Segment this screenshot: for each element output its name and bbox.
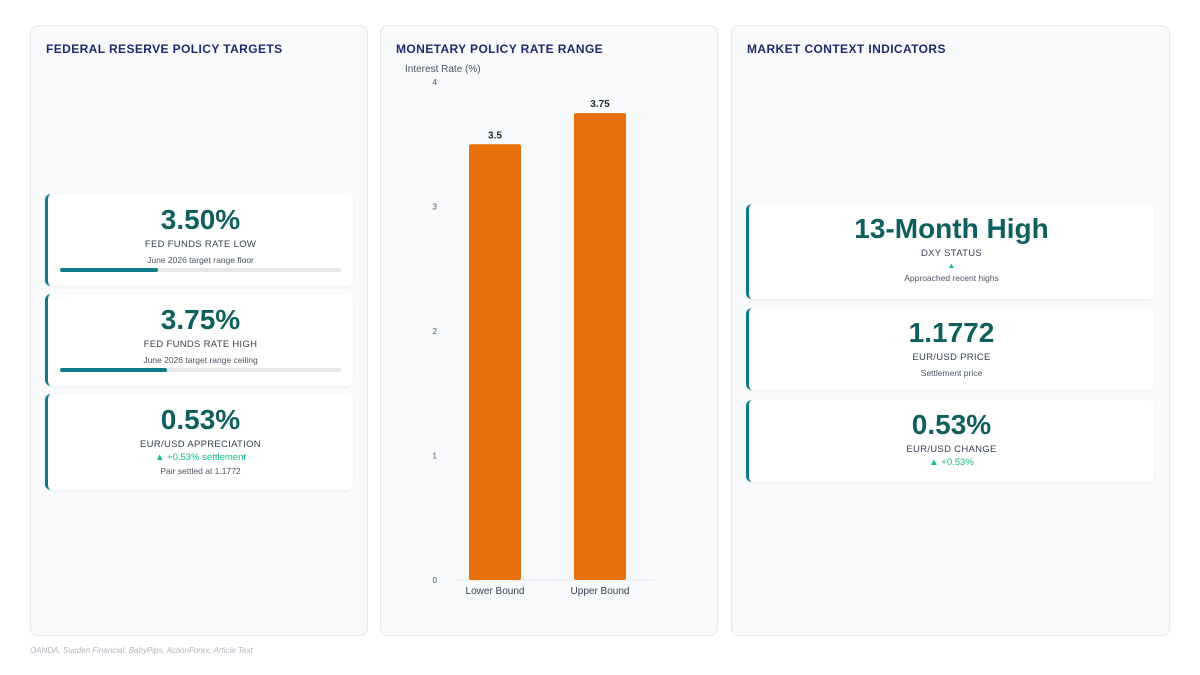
y-tick-label: 2 xyxy=(433,327,438,336)
y-tick-label: 1 xyxy=(433,452,438,461)
fed-funds-high-subtext: June 2026 target range ceiling xyxy=(143,355,258,365)
x-category-label: Lower Bound xyxy=(466,586,525,597)
source-footnote: OANDA, Sucden Financial, BabyPips, Actio… xyxy=(30,646,253,655)
bar-upper-bound xyxy=(574,113,626,580)
market-context-title: MARKET CONTEXT INDICATORS xyxy=(747,42,946,56)
eurusd-change-card: 0.53% EUR/USD CHANGE ▲ +0.53% xyxy=(746,400,1154,482)
dxy-status-value: 13-Month High xyxy=(854,213,1049,244)
fed-funds-low-progress-track xyxy=(60,268,341,272)
dxy-status-label: DXY STATUS xyxy=(920,248,983,259)
x-category-label: Upper Bound xyxy=(571,586,630,597)
dxy-status-subtext: Approached recent highs xyxy=(904,273,999,283)
y-tick-label: 0 xyxy=(433,576,438,585)
fed-funds-high-label: FED FUNDS RATE HIGH xyxy=(143,339,258,350)
eurusd-price-label: EUR/USD PRICE xyxy=(912,352,991,363)
fed-funds-high-card: 3.75% FED FUNDS RATE HIGH June 2026 targ… xyxy=(45,294,353,386)
chart-bars: 3.5 Lower Bound 3.75 Upper Bound xyxy=(466,99,630,597)
bar-lower-bound xyxy=(469,144,521,580)
y-tick-label: 3 xyxy=(433,203,438,212)
fed-funds-high-progress-fill xyxy=(60,368,167,372)
chart-y-axis-label: Interest Rate (%) xyxy=(405,64,481,75)
bar-data-label: 3.5 xyxy=(488,130,502,141)
eurusd-appreciation-card: 0.53% EUR/USD APPRECIATION ▲ +0.53% sett… xyxy=(45,394,353,490)
rate-range-panel: MONETARY POLICY RATE RANGE Interest Rate… xyxy=(380,25,718,636)
rate-range-title: MONETARY POLICY RATE RANGE xyxy=(396,42,604,56)
eurusd-appreciation-label: EUR/USD APPRECIATION xyxy=(140,439,261,450)
chart-y-ticks: 0 1 2 3 4 xyxy=(433,78,438,585)
eurusd-price-value: 1.1772 xyxy=(908,317,995,348)
policy-targets-panel: FEDERAL RESERVE POLICY TARGETS 3.50% FED… xyxy=(30,25,368,636)
fed-funds-low-card: 3.50% FED FUNDS RATE LOW June 2026 targe… xyxy=(45,194,353,286)
dxy-up-arrow-icon: ▲ xyxy=(947,261,956,270)
eurusd-change-value: 0.53% xyxy=(911,409,992,440)
eurusd-change-label: EUR/USD CHANGE xyxy=(906,444,997,455)
eurusd-change-delta: ▲ +0.53% xyxy=(929,457,974,468)
dxy-status-card: 13-Month High DXY STATUS ▲ Approached re… xyxy=(746,204,1154,299)
fed-funds-low-progress-fill xyxy=(60,268,159,272)
eurusd-price-subtext: Settlement price xyxy=(920,368,983,378)
market-context-panel: MARKET CONTEXT INDICATORS 13-Month High … xyxy=(731,25,1170,636)
eurusd-appreciation-subtext: Pair settled at 1.1772 xyxy=(160,466,241,476)
eurusd-appreciation-value: 0.53% xyxy=(160,404,241,435)
fed-funds-high-progress-track xyxy=(60,368,341,372)
fed-funds-low-subtext: June 2026 target range floor xyxy=(147,255,254,265)
policy-targets-title: FEDERAL RESERVE POLICY TARGETS xyxy=(46,42,283,56)
bar-data-label: 3.75 xyxy=(590,99,610,110)
fed-funds-low-value: 3.50% xyxy=(160,204,241,235)
y-tick-label: 4 xyxy=(433,78,438,87)
fed-funds-low-label: FED FUNDS RATE LOW xyxy=(144,239,257,250)
fed-funds-high-value: 3.75% xyxy=(160,304,241,335)
eurusd-price-card: 1.1772 EUR/USD PRICE Settlement price xyxy=(746,308,1154,390)
eurusd-appreciation-change: ▲ +0.53% settlement xyxy=(155,452,246,463)
